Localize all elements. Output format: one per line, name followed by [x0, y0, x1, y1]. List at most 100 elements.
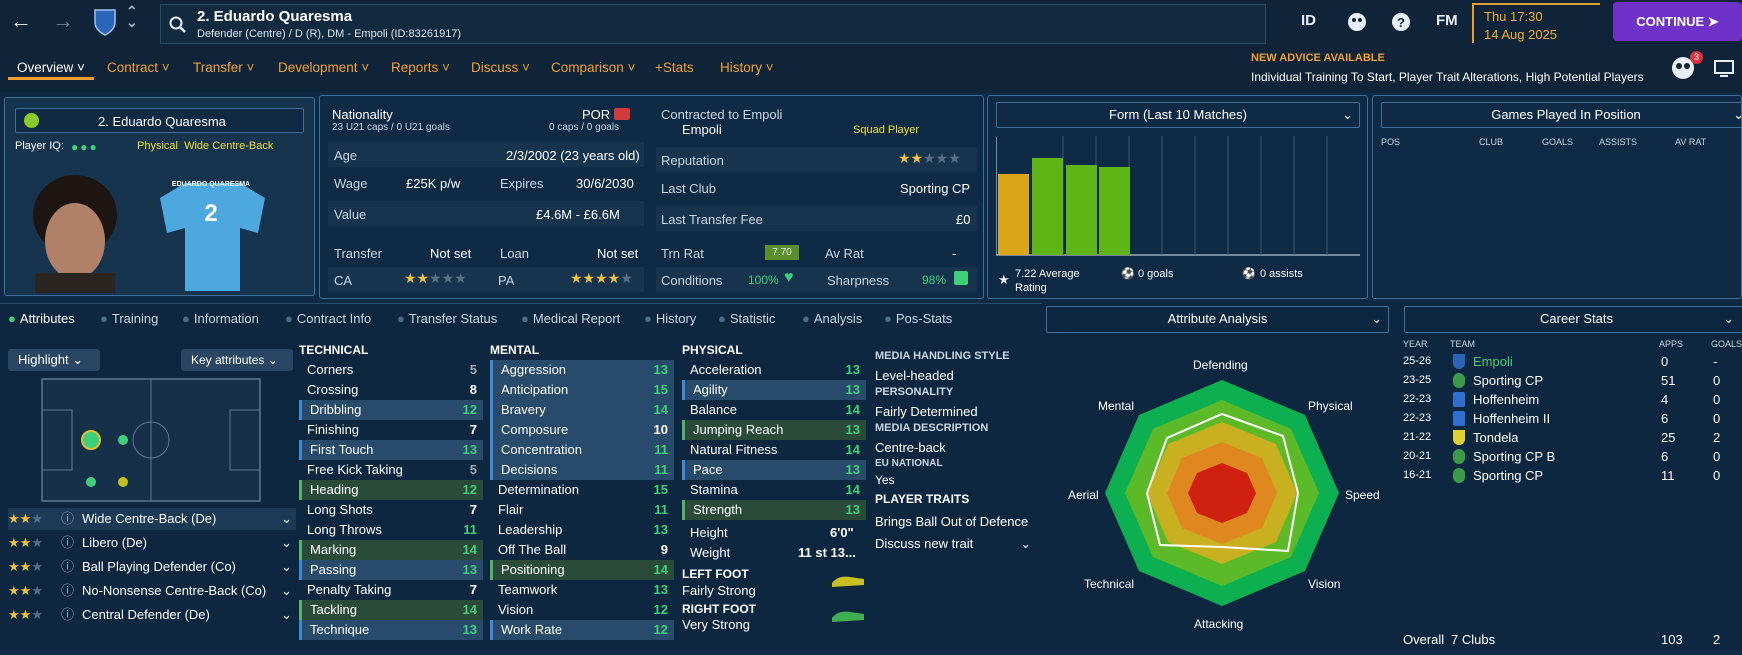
nav-transfer[interactable]: Transfer ˅ [193, 60, 255, 75]
attr-flair[interactable]: Flair 11 [490, 500, 674, 520]
attr-long-shots[interactable]: Long Shots 7 [299, 500, 483, 520]
tab-training[interactable]: ● Training [100, 311, 158, 326]
attr-off-the-ball[interactable]: Off The Ball 9 [490, 540, 674, 560]
attr-stamina[interactable]: Stamina 14 [682, 480, 866, 500]
role-row[interactable]: ★★★ ⓘ Ball Playing Defender (Co) ⌄ [8, 556, 296, 578]
tab-statistic[interactable]: ● Statistic [718, 311, 775, 326]
games-col-assists[interactable]: ASSISTS [1599, 137, 1638, 147]
career-row[interactable]: 22-23 Hoffenheim II 6 0 [1403, 409, 1742, 428]
tab-medical[interactable]: ● Medical Report [521, 311, 620, 326]
key-attributes-dropdown[interactable]: Key attributes ⌄ [181, 349, 293, 371]
role-row[interactable]: ★★★ ⓘ Libero (De) ⌄ [8, 532, 296, 554]
attr-dribbling[interactable]: Dribbling 12 [299, 400, 483, 420]
career-row[interactable]: 21-22 Tondela 25 2 [1403, 428, 1742, 447]
attr-teamwork[interactable]: Teamwork 13 [490, 580, 674, 600]
games-col-goals[interactable]: GOALS [1542, 137, 1574, 147]
lastclub-value[interactable]: Sporting CP [900, 181, 971, 196]
monitor-icon[interactable] [1714, 60, 1734, 78]
games-col-pos[interactable]: POS [1381, 137, 1401, 147]
career-col-team[interactable]: TEAM [1450, 339, 1476, 349]
attr-free-kick[interactable]: Free Kick Taking 5 [299, 460, 483, 480]
attr-tackling[interactable]: Tackling 14 [299, 600, 483, 620]
tab-contract-info[interactable]: ● Contract Info [285, 311, 371, 326]
attr-penalty[interactable]: Penalty Taking 7 [299, 580, 483, 600]
career-row[interactable]: 22-23 Hoffenheim 4 0 [1403, 390, 1742, 409]
help-icon[interactable]: ? [1391, 12, 1411, 32]
games-col-avrat[interactable]: AV RAT [1675, 137, 1707, 147]
nav-discuss[interactable]: Discuss ˅ [471, 60, 530, 75]
role-row[interactable]: ★★★ ⓘ Wide Centre-Back (De) ⌄ [8, 508, 296, 530]
career-row[interactable]: 23-25 Sporting CP 51 0 [1403, 371, 1742, 390]
career-row[interactable]: 20-21 Sporting CP B 6 0 [1403, 447, 1742, 466]
player-header-box[interactable]: 2. Eduardo Quaresma Defender (Centre) / … [160, 4, 1266, 44]
staff-icon[interactable] [1670, 56, 1696, 80]
tab-pos-stats[interactable]: ● Pos-Stats [884, 311, 952, 326]
club-name[interactable]: Empoli [682, 122, 722, 137]
attr-heading[interactable]: Heading 12 [299, 480, 483, 500]
career-col-year[interactable]: YEAR [1403, 339, 1428, 349]
career-col-apps[interactable]: APPS [1659, 339, 1684, 349]
nav-history[interactable]: History ˅ [720, 60, 774, 75]
attr-determination[interactable]: Determination 15 [490, 480, 674, 500]
attr-vision[interactable]: Vision 12 [490, 600, 674, 620]
nav-development[interactable]: Development ˅ [278, 60, 370, 75]
sort-icon[interactable]: ⌃ ⌄ [126, 3, 138, 30]
tab-history[interactable]: ● History [644, 311, 696, 326]
advice-title[interactable]: NEW ADVICE AVAILABLE [1251, 52, 1385, 64]
role-row[interactable]: ★★★ ⓘ Central Defender (De) ⌄ [8, 604, 296, 626]
attr-pace[interactable]: Pace 13 [682, 460, 866, 480]
attr-anticipation[interactable]: Anticipation 15 [490, 380, 674, 400]
nav-reports[interactable]: Reports ˅ [391, 60, 450, 75]
tab-information[interactable]: ● Information [182, 311, 259, 326]
back-icon[interactable]: ← [10, 8, 32, 33]
career-header[interactable]: Career Stats ⌄ [1404, 306, 1742, 333]
career-col-goals[interactable]: GOALS [1711, 339, 1742, 349]
highlight-dropdown[interactable]: Highlight ⌄ [8, 349, 100, 371]
games-header[interactable]: Games Played In Position ⌄ [1381, 102, 1742, 128]
discuss-trait[interactable]: Discuss new trait ⌄ [875, 536, 1035, 551]
career-row[interactable]: 16-21 Sporting CP 11 0 [1403, 466, 1742, 485]
continue-button[interactable]: CONTINUE ➤ [1613, 2, 1742, 41]
role-row[interactable]: ★★★ ⓘ No-Nonsense Centre-Back (Co) ⌄ [8, 580, 296, 602]
career-row[interactable]: 25-26 Empoli 0 - [1403, 352, 1742, 371]
attr-aggression[interactable]: Aggression 13 [490, 360, 674, 380]
attr-passing[interactable]: Passing 13 [299, 560, 483, 580]
analysis-header[interactable]: Attribute Analysis ⌄ [1046, 306, 1389, 333]
attr-bravery[interactable]: Bravery 14 [490, 400, 674, 420]
nav-contract[interactable]: Contract ˅ [107, 60, 170, 75]
attr-long-throws[interactable]: Long Throws 11 [299, 520, 483, 540]
attr-decisions[interactable]: Decisions 11 [490, 460, 674, 480]
club-crest-icon[interactable] [93, 8, 117, 36]
attr-marking[interactable]: Marking 14 [299, 540, 483, 560]
forward-icon[interactable]: → [52, 8, 74, 33]
attr-positioning[interactable]: Positioning 14 [490, 560, 674, 580]
attr-technique[interactable]: Technique 13 [299, 620, 483, 640]
advice-text[interactable]: Individual Training To Start, Player Tra… [1251, 70, 1644, 84]
tab-transfer-status[interactable]: ● Transfer Status [397, 311, 497, 326]
attr-first-touch[interactable]: First Touch 13 [299, 440, 483, 460]
attr-finishing[interactable]: Finishing 7 [299, 420, 483, 440]
attr-leadership[interactable]: Leadership 13 [490, 520, 674, 540]
attr-crossing[interactable]: Crossing 8 [299, 380, 483, 400]
tab-attributes[interactable]: ● Attributes [8, 311, 75, 326]
attr-agility[interactable]: Agility 13 [682, 380, 866, 400]
attr-acceleration[interactable]: Acceleration 13 [682, 360, 866, 380]
id-icon[interactable]: ID [1301, 12, 1316, 29]
games-col-club[interactable]: CLUB [1479, 137, 1504, 147]
attr-natural-fitness[interactable]: Natural Fitness 14 [682, 440, 866, 460]
attr-concentration[interactable]: Concentration 11 [490, 440, 674, 460]
nav-stats[interactable]: +Stats [655, 60, 694, 75]
attr-balance[interactable]: Balance 14 [682, 400, 866, 420]
attr-composure[interactable]: Composure 10 [490, 420, 674, 440]
nav-overview[interactable]: Overview ˅ [17, 60, 85, 75]
attr-strength[interactable]: Strength 13 [682, 500, 866, 520]
tab-analysis[interactable]: ● Analysis [802, 311, 862, 326]
trait-item[interactable]: Brings Ball Out of Defence [875, 514, 1029, 529]
fm-icon[interactable]: FM [1436, 12, 1458, 29]
attr-work-rate[interactable]: Work Rate 12 [490, 620, 674, 640]
search-icon[interactable] [169, 16, 187, 34]
attr-jumping-reach[interactable]: Jumping Reach 13 [682, 420, 866, 440]
attr-corners[interactable]: Corners 5 [299, 360, 483, 380]
nav-comparison[interactable]: Comparison ˅ [551, 60, 636, 75]
form-header[interactable]: Form (Last 10 Matches) ⌄ [996, 102, 1360, 128]
